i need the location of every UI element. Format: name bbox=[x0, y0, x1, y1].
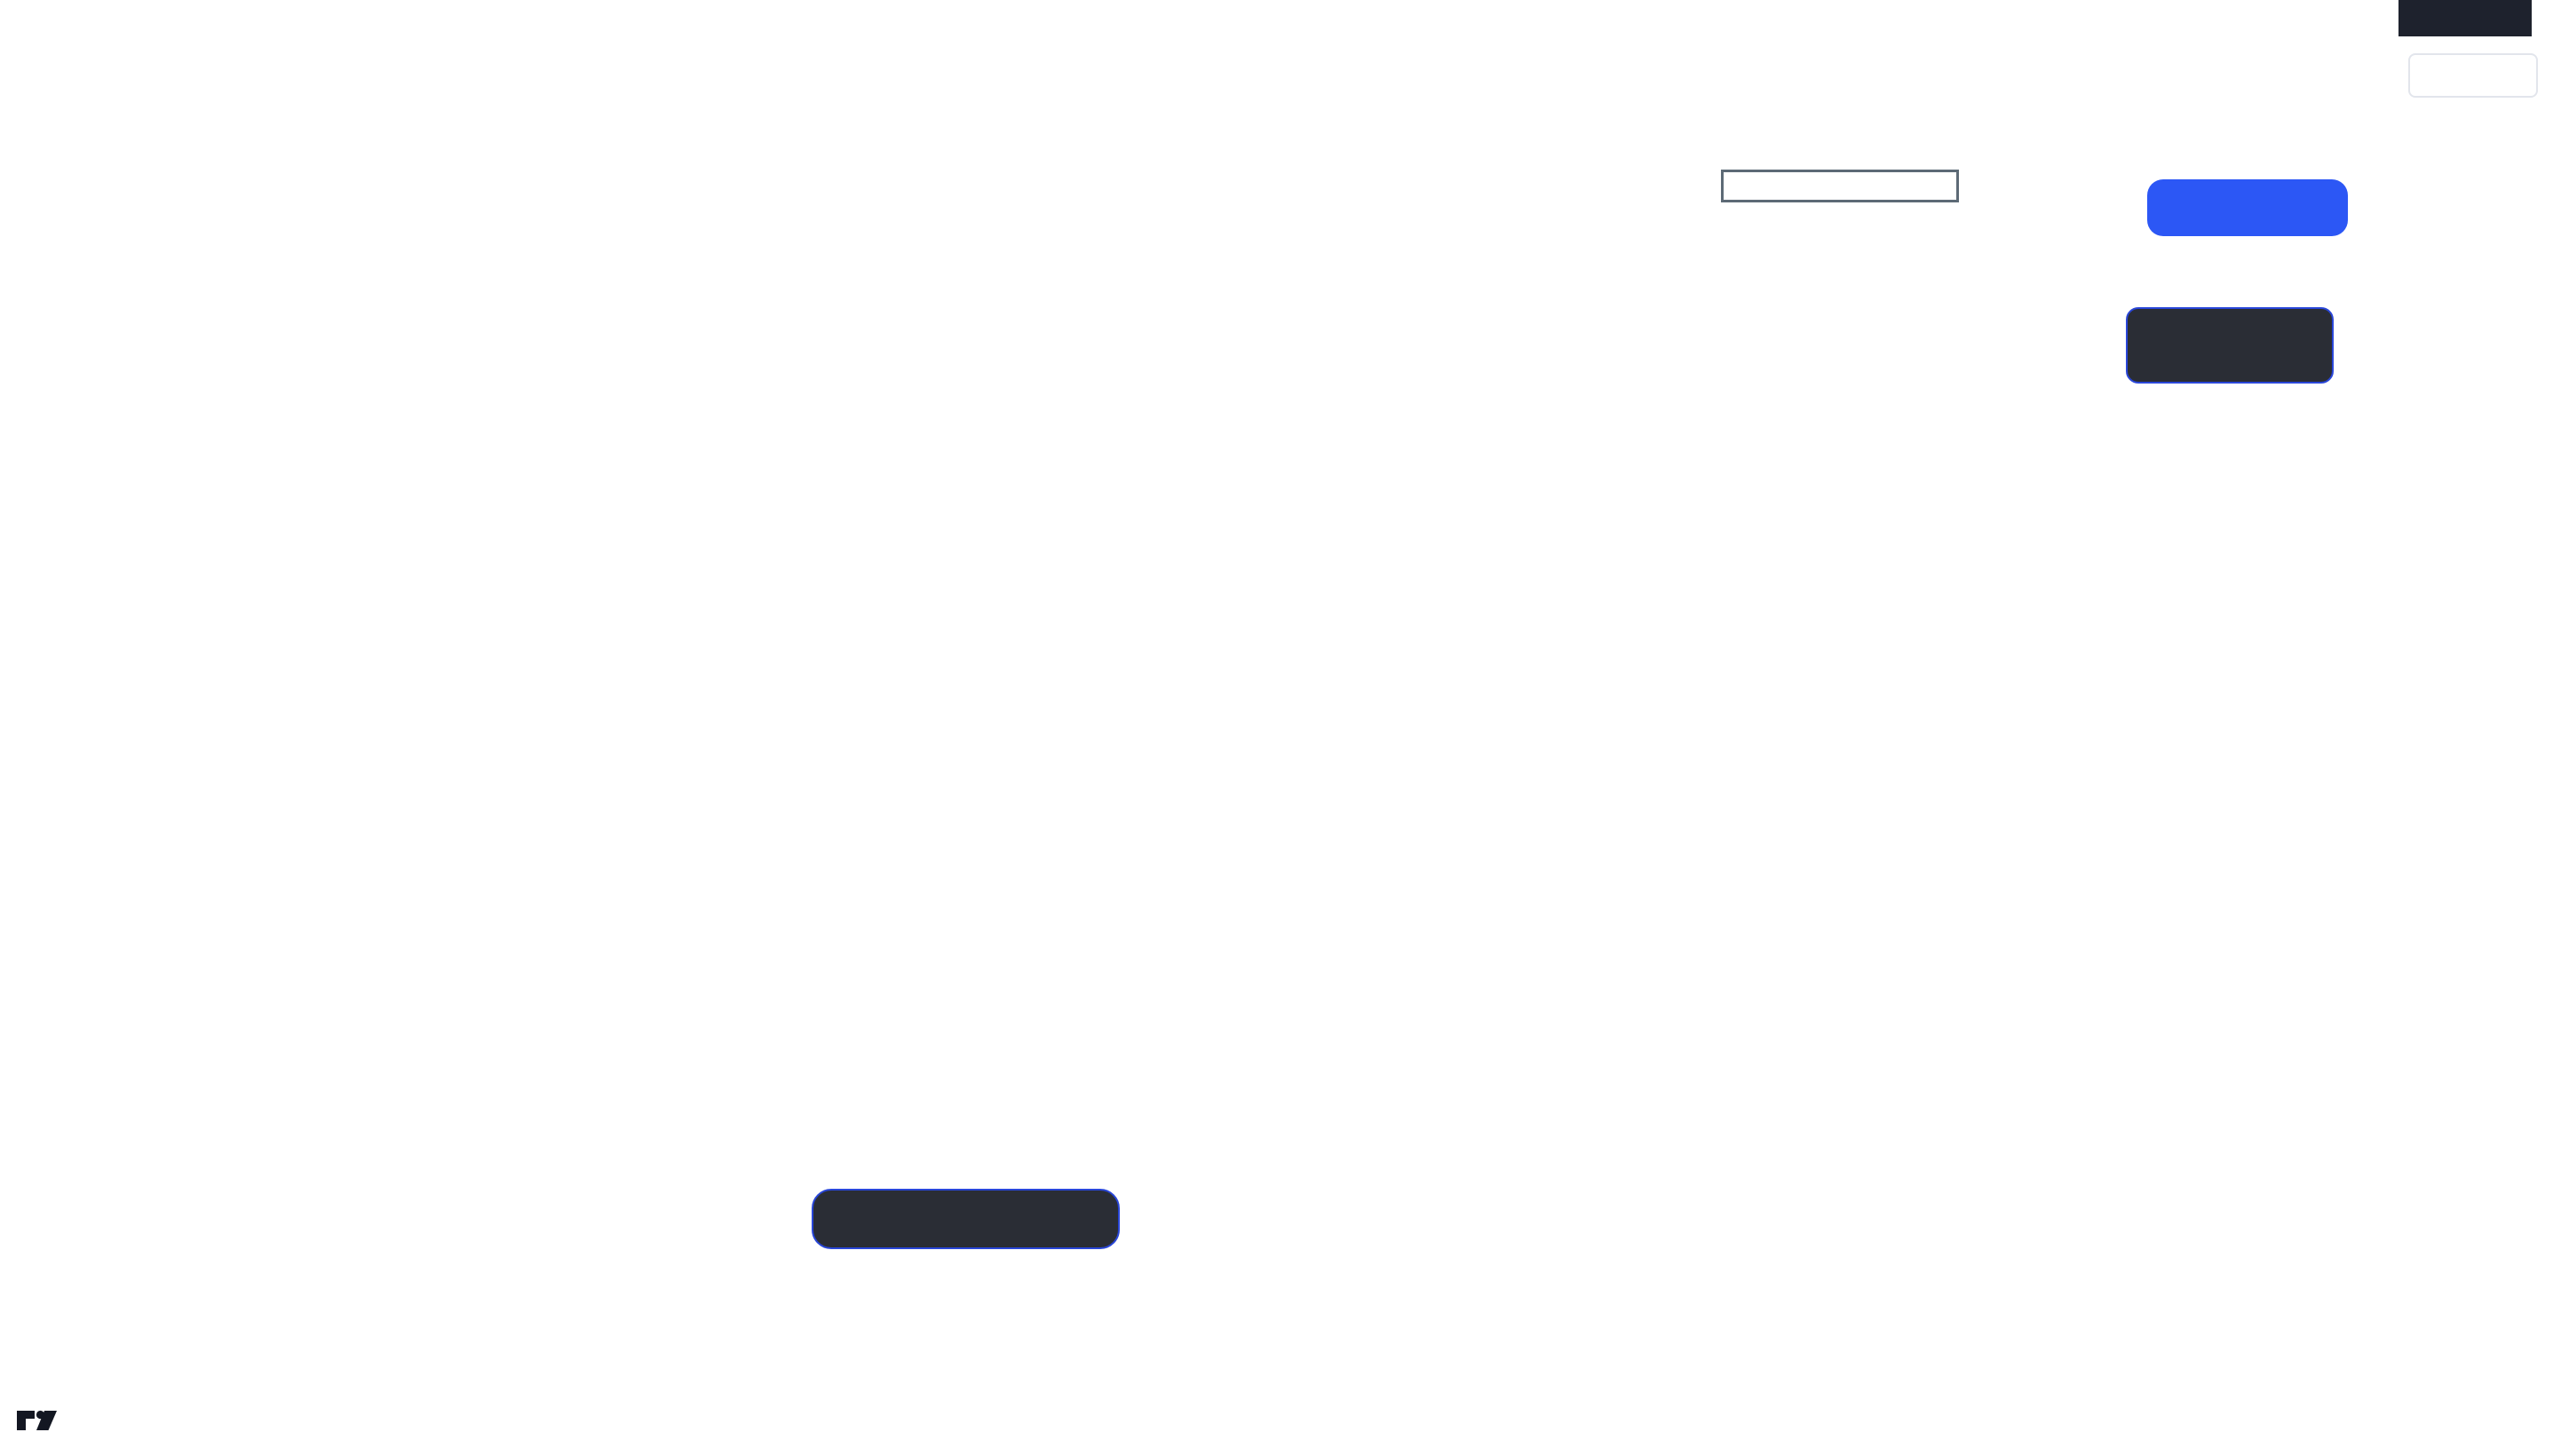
currency-unit-button[interactable] bbox=[2408, 53, 2538, 98]
last-price-axis-badge bbox=[2398, 0, 2532, 36]
symbol-legend[interactable] bbox=[27, 29, 94, 51]
all-time-high-label[interactable] bbox=[1721, 170, 1959, 202]
broadening-wedge-callout[interactable] bbox=[812, 1189, 1120, 1249]
tradingview-logo-icon bbox=[17, 1410, 57, 1430]
highest-weekly-close-callout[interactable] bbox=[2147, 179, 2348, 236]
bullish-construction-callout[interactable] bbox=[2126, 307, 2334, 384]
